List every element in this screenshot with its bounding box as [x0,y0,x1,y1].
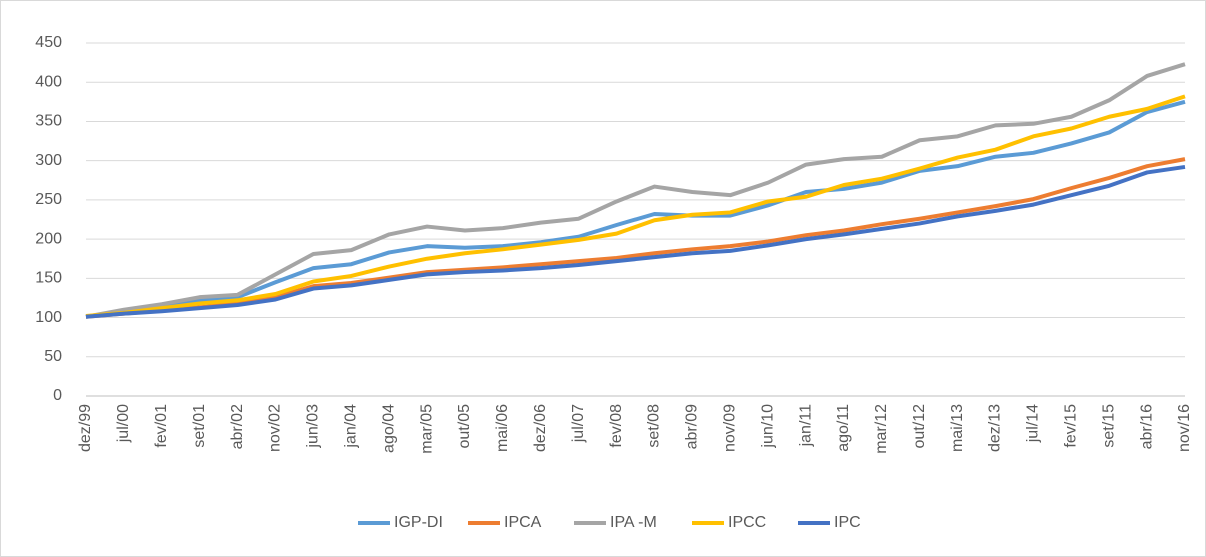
x-tick-label: set/15 [1100,404,1117,448]
x-tick-label: nov/09 [721,404,738,452]
series-line [85,99,1186,319]
legend-label: IPCC [728,514,766,531]
x-tick-label: abr/16 [1138,404,1155,449]
x-tick-label: out/05 [456,404,473,449]
x-tick-label: ago/11 [835,404,852,452]
x-tick-label: mai/06 [494,404,511,452]
legend-label: IPC [834,514,861,531]
x-tick-label: abr/09 [684,404,701,449]
x-tick-label: jun/03 [305,404,322,449]
y-tick-label: 300 [35,152,62,169]
y-tick-label: 450 [35,34,62,51]
x-tick-label: jul/00 [115,404,132,443]
x-tick-label: mar/05 [418,404,435,454]
x-tick-label: nov/16 [1176,404,1193,452]
x-tick-label: abr/02 [229,404,246,449]
legend-label: IPCA [504,514,542,531]
x-tick-label: jun/10 [759,404,776,449]
x-tick-label: jan/11 [797,404,814,448]
x-tick-label: set/01 [191,404,208,448]
y-tick-label: 0 [53,387,62,404]
x-tick-label: jul/14 [1025,404,1042,443]
y-tick-label: 100 [35,309,62,326]
x-tick-label: fev/01 [153,404,170,448]
series-line [85,94,1186,318]
x-tick-label: jan/04 [342,404,359,449]
y-tick-label: 50 [44,348,62,365]
legend: IGP-DI IPCA IPA -M IPCC IPC [358,514,861,531]
legend-label: IPA -M [610,514,657,531]
x-tick-label: ago/04 [380,404,397,453]
legend-label: IGP-DI [394,514,443,531]
y-tick-label: 200 [35,230,62,247]
x-tick-label: fev/15 [1063,404,1080,448]
y-tick-label: 400 [35,73,62,90]
x-tick-label: mar/12 [873,404,890,454]
series-line [85,157,1186,319]
x-tick-label: dez/06 [532,404,549,452]
x-tick-label: dez/13 [987,404,1004,452]
x-tick-label: dez/99 [77,404,94,452]
x-tick-label: fev/08 [608,404,625,448]
x-tick-label: out/12 [911,404,928,449]
x-tick-label: set/08 [646,404,663,448]
y-tick-label: 150 [35,270,62,287]
x-tick-label: nov/02 [267,404,284,452]
x-tick-label: mai/13 [949,404,966,452]
y-tick-label: 250 [35,191,62,208]
series-line [85,164,1186,319]
series-line [85,62,1186,319]
x-tick-label: jul/07 [570,404,587,443]
y-tick-label: 350 [35,113,62,130]
